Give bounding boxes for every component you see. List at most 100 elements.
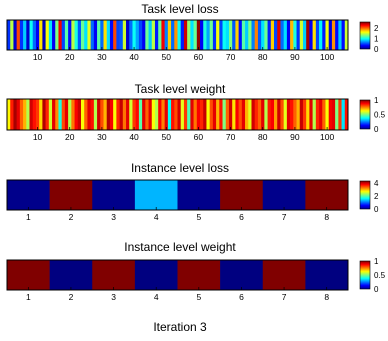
task-loss-cell <box>35 20 40 50</box>
task-weight-cell <box>71 99 75 130</box>
instance-loss-tick-label: 2 <box>69 212 74 222</box>
instance-weight-x-ticks: 1 2 3 4 5 6 7 8 <box>26 287 329 302</box>
task-weight-cell <box>344 99 349 130</box>
task-weight-cell <box>106 99 111 130</box>
task-weight-cell <box>216 99 220 130</box>
task-weight-cell <box>335 99 339 130</box>
task-weight-cell <box>219 99 223 130</box>
task-loss-cell <box>238 20 243 50</box>
task-loss-cell <box>148 20 153 50</box>
task-weight-cell <box>299 99 304 130</box>
task-loss-cell <box>277 20 281 50</box>
task-weight-cell <box>142 99 146 130</box>
task-loss-cell <box>228 20 233 50</box>
instance-loss-tick-label: 1 <box>26 212 31 222</box>
task-loss-cell <box>209 20 214 50</box>
task-loss-cell <box>190 20 194 50</box>
task-loss-cell <box>341 20 346 50</box>
task-weight-cell <box>42 99 46 130</box>
task-loss-cell <box>84 20 88 50</box>
task-weight-tick-label: 10 <box>33 132 43 142</box>
task-loss-cell <box>254 20 259 50</box>
task-loss-cell <box>174 20 178 50</box>
task-weight-cell <box>309 99 313 130</box>
task-loss-colorbar-tick: 2 <box>374 24 379 33</box>
task-loss-cell <box>135 20 140 50</box>
task-loss-cell <box>80 20 85 50</box>
task-weight-cell <box>245 99 249 130</box>
task-weight-cell <box>138 99 143 130</box>
instance-loss-tick-label: 7 <box>282 212 287 222</box>
instance-weight-cell <box>134 260 178 290</box>
instance-weight-cell <box>92 260 136 290</box>
task-loss-cell <box>167 20 172 50</box>
task-loss-cell <box>322 20 326 50</box>
task-weight-cell <box>251 99 256 130</box>
task-loss-colorbar-bar <box>359 21 371 50</box>
task-weight-cell <box>293 99 297 130</box>
task-loss-cell <box>309 20 313 50</box>
task-loss-colorbar: 2 10 <box>359 21 379 54</box>
task-loss-cell <box>129 20 133 50</box>
task-loss-cell <box>103 20 108 50</box>
task-weight-colorbar-tick: 1 <box>374 96 379 105</box>
task-weight-cell <box>10 99 14 130</box>
task-weight-cell <box>122 99 127 130</box>
task-weight-tick-label: 100 <box>320 132 334 142</box>
task-loss-colorbar-tick: 0 <box>374 45 379 54</box>
instance-weight-tick-label: 1 <box>26 292 31 302</box>
task-loss-cell <box>39 20 43 50</box>
task-loss-cell <box>296 20 301 50</box>
task-loss-cell <box>196 20 201 50</box>
task-loss-cell <box>90 20 95 50</box>
instance-weight-tick-label: 5 <box>196 292 201 302</box>
task-loss-cell <box>142 20 146 50</box>
task-weight-cell <box>290 99 294 130</box>
task-loss-cell <box>55 20 59 50</box>
task-weight-cell <box>19 99 24 130</box>
task-weight-cell <box>87 99 91 130</box>
task-weight-cell <box>93 99 98 130</box>
task-loss-cell <box>158 20 162 50</box>
task-loss-cell <box>315 20 320 50</box>
instance-weight-cell <box>7 260 50 290</box>
task-loss-colorbar-tick: 1 <box>374 35 379 44</box>
task-weight-frame <box>6 98 349 131</box>
task-weight-cell <box>254 99 259 130</box>
task-loss-cell <box>302 20 307 50</box>
task-weight-cell <box>113 99 117 130</box>
instance-weight-heatmap <box>7 260 349 290</box>
instance-weight-cell <box>305 260 349 290</box>
task-weight-colorbar-tick: 0 <box>374 125 379 134</box>
task-loss-cell <box>106 20 111 50</box>
task-weight-cell <box>151 99 156 130</box>
task-loss-cell <box>154 20 159 50</box>
task-loss-tick-label: 100 <box>320 52 334 62</box>
task-loss-cell <box>290 20 294 50</box>
task-weight-cell <box>13 99 18 130</box>
instance-loss-tick-label: 4 <box>154 212 159 222</box>
task-loss-cell <box>325 20 330 50</box>
instance-loss-tick-label: 6 <box>239 212 244 222</box>
task-weight-cell <box>193 99 198 130</box>
task-loss-cell <box>68 20 72 50</box>
instance-weight-cell <box>220 260 264 290</box>
instance-loss-cell <box>92 180 136 210</box>
task-weight-cell <box>190 99 194 130</box>
instance-loss-cell <box>220 180 264 210</box>
task-loss-cell <box>193 20 198 50</box>
task-loss-cell <box>26 20 30 50</box>
task-loss-cell <box>113 20 117 50</box>
instance-weight-title: Instance level weight <box>124 240 236 254</box>
task-weight-cell <box>200 99 204 130</box>
task-weight-cell <box>132 99 137 130</box>
task-loss-tick-label: 90 <box>290 52 300 62</box>
instance-weight-tick-label: 8 <box>324 292 329 302</box>
task-weight-cell <box>126 99 130 130</box>
task-weight-title: Task level weight <box>135 82 226 96</box>
instance-loss-tick-label: 5 <box>196 212 201 222</box>
task-weight-cell <box>135 99 140 130</box>
instance-weight-cell <box>49 260 93 290</box>
task-weight-cell <box>296 99 301 130</box>
task-loss-cell <box>29 20 34 50</box>
